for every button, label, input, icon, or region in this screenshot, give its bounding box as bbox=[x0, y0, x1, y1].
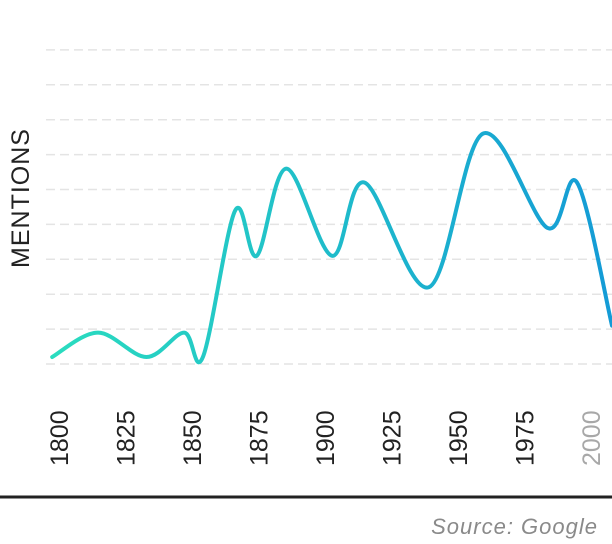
x-tick-label: 1800 bbox=[46, 410, 74, 466]
x-tick-label: 1925 bbox=[379, 410, 407, 466]
x-tick-label: 1825 bbox=[113, 410, 141, 466]
x-tick-label: 1900 bbox=[312, 410, 340, 466]
source-note: Source: Google bbox=[431, 514, 598, 539]
x-tick-label: 2000 bbox=[578, 410, 606, 466]
series-line bbox=[50, 131, 612, 365]
x-tick-label: 1975 bbox=[512, 410, 540, 466]
y-axis-label: MENTIONS bbox=[7, 128, 35, 268]
x-tick-label: 1875 bbox=[246, 410, 274, 466]
gridlines bbox=[46, 49, 612, 365]
x-tick-label: 1950 bbox=[445, 410, 473, 466]
x-tick-label: 1850 bbox=[179, 410, 207, 466]
x-tick-labels: 1800 1825 1850 1875 1900 1925 1950 1975 2000 bbox=[46, 410, 606, 466]
